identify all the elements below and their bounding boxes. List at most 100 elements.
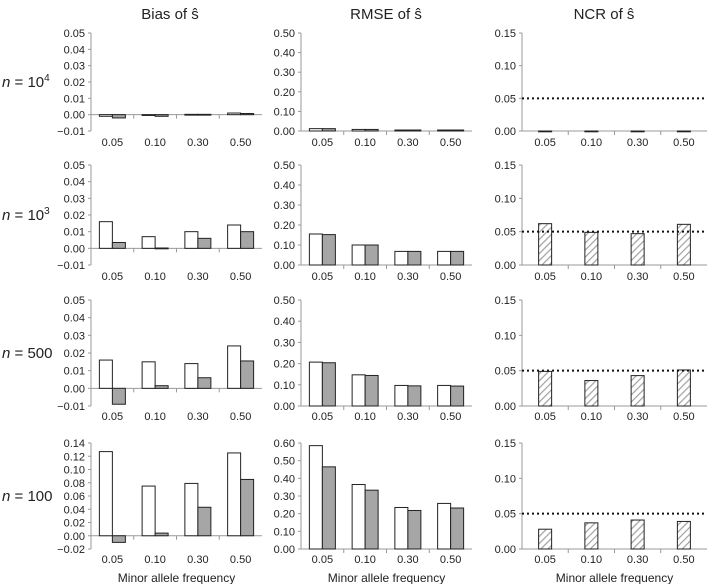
bar-open — [98, 114, 113, 117]
bar-open — [308, 233, 323, 266]
y-tick-label: 0.02 — [64, 210, 85, 222]
x-tick-label: 0.10 — [144, 137, 165, 149]
bar-open — [227, 224, 242, 249]
bar-open — [351, 484, 366, 550]
column-title-bias: Bias of ŝ — [141, 6, 199, 23]
x-tick-label: 0.30 — [397, 271, 418, 283]
bar-open — [98, 221, 113, 249]
y-tick-label: 0.40 — [274, 180, 295, 192]
x-tick-label: 0.50 — [673, 411, 694, 423]
y-tick-label: 0.30 — [274, 67, 295, 79]
bar-hatched — [630, 130, 645, 133]
bar-filled — [364, 374, 379, 407]
y-tick-label: 0.05 — [495, 509, 516, 521]
bar-hatched — [538, 370, 553, 407]
x-tick-label: 0.10 — [144, 271, 165, 283]
y-tick-label: 0.50 — [274, 456, 295, 468]
y-tick-label: 0.10 — [495, 61, 516, 73]
y-tick-label: 0.50 — [274, 28, 295, 40]
x-tick-label: 0.50 — [230, 137, 251, 149]
y-tick-label: 0.05 — [64, 295, 85, 307]
y-tick-label: 0.30 — [274, 337, 295, 349]
y-tick-label: 0.00 — [64, 383, 85, 395]
bar-open — [98, 451, 113, 537]
bar-filled — [240, 360, 255, 389]
x-tick-label: 0.05 — [534, 411, 555, 423]
bar-filled — [197, 506, 212, 537]
x-tick-label: 0.05 — [102, 137, 123, 149]
y-tick-label: 0.00 — [495, 401, 516, 413]
y-tick-label: 0.06 — [64, 491, 85, 503]
y-tick-label: 0.03 — [64, 61, 85, 73]
x-tick-label: 0.30 — [627, 554, 648, 566]
y-tick-label: 0.02 — [64, 518, 85, 530]
y-tick-label: 0.14 — [64, 438, 85, 450]
y-tick-label: 0.00 — [274, 544, 295, 556]
bar-open — [227, 345, 242, 389]
y-tick-label: 0.50 — [274, 160, 295, 172]
y-tick-label: 0.03 — [64, 330, 85, 342]
x-tick-label: 0.10 — [144, 411, 165, 423]
bar-hatched — [676, 520, 691, 550]
bar-open — [394, 384, 409, 407]
y-tick-label: 0.00 — [64, 243, 85, 255]
y-tick-label: 0.40 — [274, 473, 295, 485]
x-tick-label: 0.10 — [581, 137, 602, 149]
y-tick-label: 0.15 — [495, 438, 516, 450]
y-tick-label: 0.05 — [495, 366, 516, 378]
bar-open — [394, 506, 409, 550]
x-tick-label: 0.10 — [354, 554, 375, 566]
bar-filled — [321, 234, 336, 266]
bar-open — [141, 485, 156, 537]
bar-filled — [407, 385, 422, 407]
bar-filled — [321, 128, 336, 132]
x-tick-label: 0.50 — [440, 411, 461, 423]
bar-filled — [240, 113, 255, 116]
bar-hatched — [630, 519, 645, 550]
y-tick-label: 0.10 — [274, 526, 295, 538]
bar-filled — [197, 113, 212, 116]
bar-hatched — [676, 130, 691, 133]
bar-open — [351, 244, 366, 266]
bar-hatched — [584, 231, 599, 266]
x-tick-label: 0.05 — [534, 271, 555, 283]
bar-open — [437, 129, 452, 132]
x-tick-label: 0.05 — [102, 271, 123, 283]
x-tick-label: 0.50 — [673, 137, 694, 149]
bar-filled — [321, 362, 336, 407]
bar-filled — [364, 244, 379, 266]
bar-filled — [154, 385, 169, 389]
x-tick-label: 0.50 — [230, 271, 251, 283]
x-tick-label: 0.50 — [440, 554, 461, 566]
y-tick-label: 0.02 — [64, 77, 85, 89]
bar-open — [98, 359, 113, 389]
x-tick-label: 0.30 — [187, 411, 208, 423]
x-tick-label: 0.10 — [354, 411, 375, 423]
bar-open — [141, 114, 156, 116]
bar-filled — [407, 129, 422, 132]
x-tick-label: 0.10 — [144, 554, 165, 566]
bar-hatched — [630, 375, 645, 407]
y-tick-label: 0.40 — [274, 48, 295, 60]
y-tick-label: 0.01 — [64, 227, 85, 239]
bar-filled — [197, 237, 212, 249]
y-tick-label: 0.10 — [274, 240, 295, 252]
y-tick-label: 0.00 — [495, 126, 516, 138]
bar-hatched — [538, 223, 553, 266]
x-tick-label: 0.30 — [187, 271, 208, 283]
x-tick-label: 0.50 — [673, 554, 694, 566]
bar-open — [308, 445, 323, 550]
x-axis-title: Minor allele frequency — [328, 571, 445, 584]
y-tick-label: 0.04 — [64, 313, 85, 325]
x-tick-label: 0.50 — [440, 271, 461, 283]
y-tick-label: 0.60 — [274, 438, 295, 450]
x-tick-label: 0.30 — [397, 411, 418, 423]
y-tick-label: 0.30 — [274, 200, 295, 212]
y-tick-label: 0.00 — [64, 110, 85, 122]
x-tick-label: 0.05 — [312, 554, 333, 566]
x-tick-label: 0.05 — [534, 137, 555, 149]
x-tick-label: 0.50 — [440, 137, 461, 149]
bar-filled — [111, 535, 126, 543]
bar-open — [308, 128, 323, 132]
x-tick-label: 0.50 — [673, 271, 694, 283]
